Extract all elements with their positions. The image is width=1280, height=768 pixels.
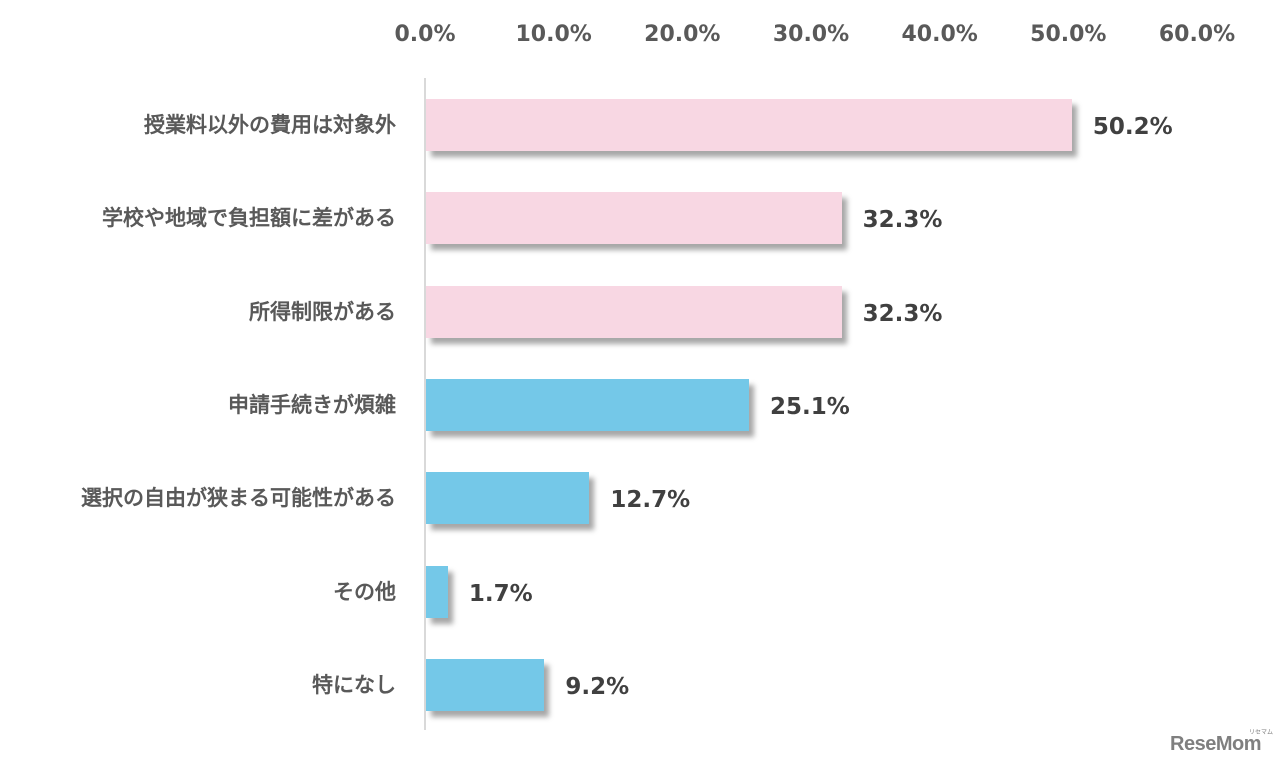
x-tick-label: 50.0% [1030,22,1107,47]
x-tick-label: 0.0% [394,22,456,47]
bar [426,658,545,711]
resemom-logo: ReseMom [1170,733,1261,755]
bar [426,99,1072,151]
x-tick-label: 40.0% [901,22,978,47]
category-label: その他 [333,579,396,604]
value-label: 25.1% [769,393,850,420]
value-label: 50.2% [1092,114,1173,140]
category-label: 選択の自由が狭まる可能性がある [81,486,396,511]
resemom-logo-sub: リセマム [1249,729,1274,736]
bar [426,285,842,338]
category-label: 学校や地域で負担額に差がある [102,206,396,231]
category-label: 申請手続きが煩雑 [228,392,396,417]
x-tick-label: 10.0% [515,22,592,47]
category-label: 所得制限がある [249,299,396,324]
value-label: 1.7% [468,580,533,607]
x-tick-label: 20.0% [644,22,721,47]
value-label: 32.3% [862,207,943,234]
category-label: 特になし [312,672,396,697]
value-label: 12.7% [610,487,691,514]
bar [426,378,749,431]
y-axis-line [424,78,426,730]
x-tick-label: 60.0% [1158,22,1236,47]
x-tick-label: 30.0% [772,22,850,47]
category-label: 授業料以外の費用は対象外 [144,113,396,137]
bar [426,472,590,525]
bar [426,192,842,245]
value-label: 32.3% [862,300,943,327]
value-label: 9.2% [565,673,630,700]
bar [426,565,448,618]
